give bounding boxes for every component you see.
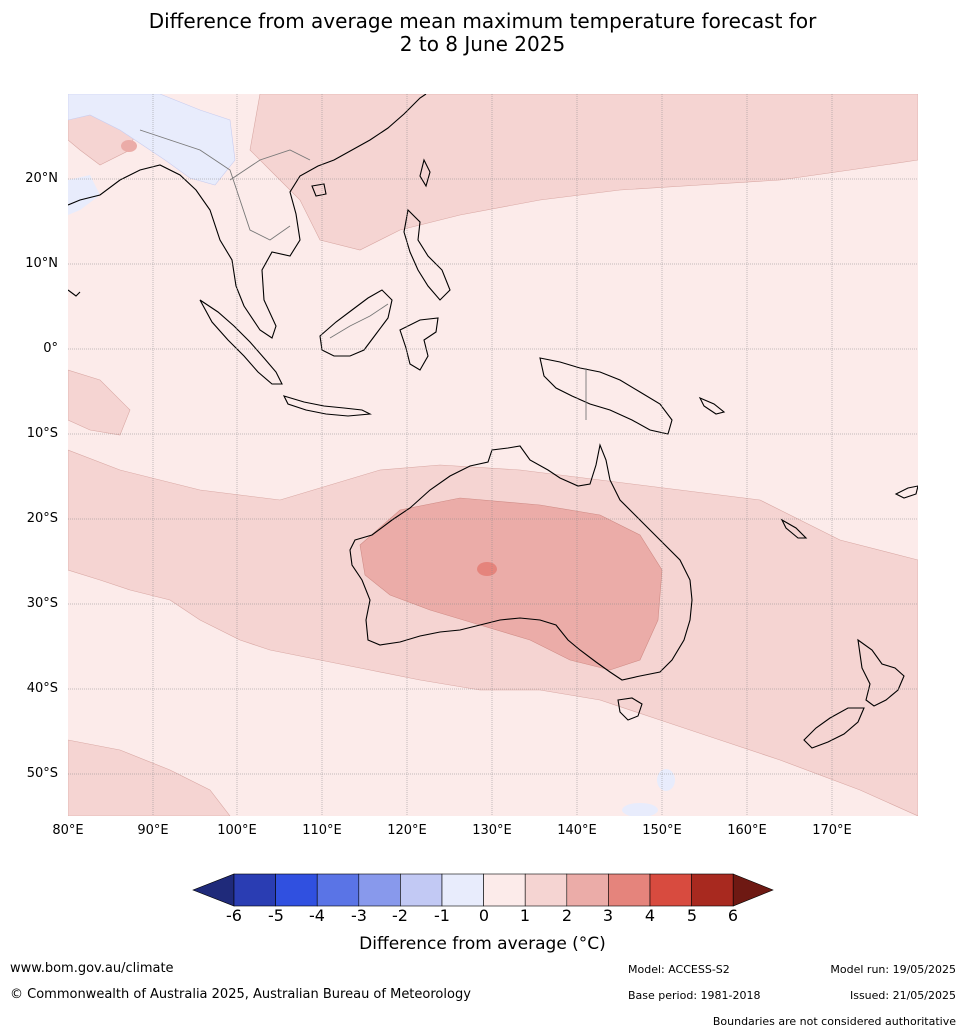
anomaly-region-neg-arabian-sea bbox=[68, 175, 100, 215]
colorbar-bin-2-3 bbox=[566, 873, 609, 907]
lon-label-120e: 120°E bbox=[387, 823, 427, 838]
coastline-solomon-islands bbox=[698, 396, 726, 415]
colorbar-bin-neg1-0 bbox=[441, 873, 484, 907]
anomaly-region-neg-south-edge bbox=[622, 803, 658, 816]
colorbar-tick-neg2: -2 bbox=[392, 906, 408, 925]
lon-label-80e: 80°E bbox=[52, 823, 84, 838]
colorbar-bin-1-2 bbox=[524, 873, 568, 907]
model-run-date: Model run: 19/05/2025 bbox=[830, 963, 956, 976]
colorbar-bin-neg4-neg3 bbox=[316, 873, 360, 907]
anomaly-region-3-4-central-australia bbox=[477, 562, 497, 576]
coastline-java bbox=[282, 395, 372, 417]
colorbar-bin-neg6-neg5 bbox=[233, 873, 276, 907]
anomaly-region-2-3-himalaya bbox=[121, 140, 137, 152]
colorbar-bin-neg2-neg1 bbox=[400, 873, 443, 907]
lat-label-50s: 50°S bbox=[26, 766, 58, 781]
colorbar-tick-neg1: -1 bbox=[434, 906, 450, 925]
lat-label-10n: 10°N bbox=[25, 256, 58, 271]
colorbar-tick-neg4: -4 bbox=[309, 906, 325, 925]
website-link[interactable]: www.bom.gov.au/climate bbox=[10, 961, 174, 976]
lon-label-90e: 90°E bbox=[137, 823, 169, 838]
colorbar-bin-4-5 bbox=[649, 873, 692, 907]
coastlines bbox=[68, 94, 918, 749]
anomaly-region-2-3-central-australia bbox=[359, 497, 663, 671]
coastline-australia bbox=[349, 443, 693, 681]
title-line-1: Difference from average mean maximum tem… bbox=[148, 9, 817, 33]
colorbar-tick-neg6: -6 bbox=[226, 906, 242, 925]
anomaly-region-1-2-southern bbox=[68, 449, 918, 816]
colorbar-bin-5-6 bbox=[691, 873, 734, 907]
colorbar-tick-5: 5 bbox=[686, 906, 698, 925]
lon-label-150e: 150°E bbox=[642, 823, 682, 838]
model-name: Model: ACCESS-S2 bbox=[628, 963, 730, 976]
lat-label-10s: 10°S bbox=[26, 426, 58, 441]
lat-label-0: 0° bbox=[43, 341, 58, 356]
colorbar-tick-0: 0 bbox=[478, 906, 490, 925]
lat-label-20s: 20°S bbox=[26, 511, 58, 526]
anomaly-region-1-2-north-pacific bbox=[249, 94, 918, 251]
colorbar-tick-2: 2 bbox=[561, 906, 573, 925]
issued-date: Issued: 21/05/2025 bbox=[849, 989, 956, 1002]
map-title: Difference from average mean maximum tem… bbox=[0, 10, 965, 56]
title-line-2: 2 to 8 June 2025 bbox=[399, 32, 566, 56]
base-period: Base period: 1981-2018 bbox=[628, 989, 761, 1002]
coastline-new-caledonia bbox=[780, 518, 808, 539]
colorbar bbox=[192, 873, 774, 907]
lat-label-40s: 40°S bbox=[26, 681, 58, 696]
colorbar-tick-1: 1 bbox=[519, 906, 531, 925]
border-borneo-malaysia bbox=[329, 303, 389, 339]
lat-label-30s: 30°S bbox=[26, 596, 58, 611]
coastline-borneo bbox=[319, 289, 393, 357]
lon-label-140e: 140°E bbox=[557, 823, 597, 838]
lon-label-100e: 100°E bbox=[217, 823, 257, 838]
colorbar-tick-neg5: -5 bbox=[268, 906, 284, 925]
anomaly-region-neg-himalaya bbox=[68, 94, 236, 186]
boundaries-disclaimer: Boundaries are not considered authoritat… bbox=[712, 1015, 956, 1028]
coastline-philippines bbox=[403, 208, 451, 301]
lon-label-170e: 170°E bbox=[812, 823, 852, 838]
border-mainland-asia bbox=[139, 129, 291, 241]
coastline-fiji bbox=[894, 485, 918, 499]
colorbar-bin-neg5-neg4 bbox=[275, 873, 318, 907]
anomaly-region-neg-southern-ocean bbox=[657, 769, 675, 791]
anomaly-region-1-2-southwest bbox=[68, 739, 231, 816]
lon-label-160e: 160°E bbox=[727, 823, 767, 838]
coastline-hainan bbox=[311, 183, 327, 197]
colorbar-bin-neg3-neg2 bbox=[358, 873, 401, 907]
coastline-new-zealand-north bbox=[857, 638, 905, 707]
graticule bbox=[68, 94, 918, 816]
colorbar-tick-3: 3 bbox=[602, 906, 614, 925]
coastline-tasmania bbox=[617, 697, 643, 721]
colorbar-tick-neg3: -3 bbox=[351, 906, 367, 925]
coastline-taiwan bbox=[419, 158, 431, 188]
copyright-text: © Commonwealth of Australia 2025, Austra… bbox=[10, 987, 471, 1002]
colorbar-extend-high bbox=[732, 873, 774, 907]
colorbar-tick-6: 6 bbox=[727, 906, 739, 925]
coastline-india-east bbox=[68, 289, 81, 297]
coastline-new-zealand-south bbox=[803, 707, 865, 749]
border-china-indochina bbox=[229, 149, 311, 181]
anomaly-region-1-2-indian-ocean bbox=[68, 369, 131, 436]
coastline-asia-mainland bbox=[68, 94, 427, 339]
lon-label-110e: 110°E bbox=[302, 823, 342, 838]
colorbar-bin-0-1 bbox=[483, 873, 526, 907]
colorbar-extend-low bbox=[192, 873, 235, 907]
lon-label-130e: 130°E bbox=[472, 823, 512, 838]
colorbar-label: Difference from average (°C) bbox=[359, 934, 606, 954]
coastline-sulawesi bbox=[399, 317, 439, 371]
coastline-sumatra bbox=[199, 299, 283, 385]
national-borders bbox=[139, 129, 587, 420]
lat-label-20n: 20°N bbox=[25, 171, 58, 186]
colorbar-bin-3-4 bbox=[608, 873, 651, 907]
colorbar-tick-4: 4 bbox=[644, 906, 656, 925]
